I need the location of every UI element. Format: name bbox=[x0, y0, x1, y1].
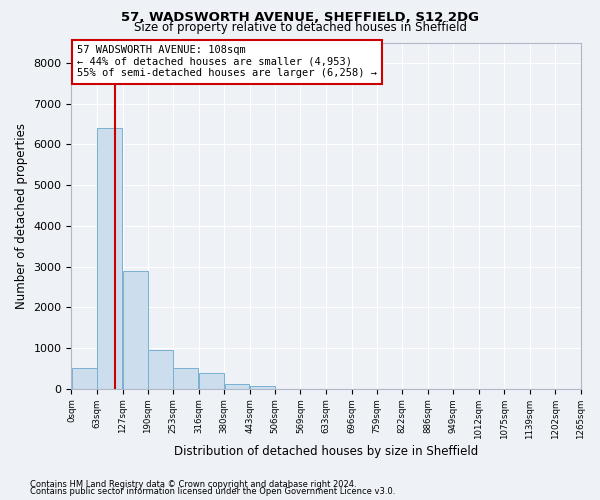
Bar bbox=[123, 270, 148, 389]
Bar bbox=[173, 368, 199, 389]
Text: 57 WADSWORTH AVENUE: 108sqm
← 44% of detached houses are smaller (4,953)
55% of : 57 WADSWORTH AVENUE: 108sqm ← 44% of det… bbox=[77, 46, 377, 78]
Text: 57, WADSWORTH AVENUE, SHEFFIELD, S12 2DG: 57, WADSWORTH AVENUE, SHEFFIELD, S12 2DG bbox=[121, 11, 479, 24]
Bar bbox=[71, 368, 97, 389]
Text: Contains HM Land Registry data © Crown copyright and database right 2024.: Contains HM Land Registry data © Crown c… bbox=[30, 480, 356, 489]
Bar bbox=[97, 128, 122, 389]
Bar bbox=[250, 386, 275, 389]
Bar bbox=[148, 350, 173, 389]
Text: Size of property relative to detached houses in Sheffield: Size of property relative to detached ho… bbox=[133, 21, 467, 34]
Y-axis label: Number of detached properties: Number of detached properties bbox=[15, 122, 28, 308]
Bar bbox=[224, 384, 250, 389]
Bar bbox=[199, 374, 224, 389]
X-axis label: Distribution of detached houses by size in Sheffield: Distribution of detached houses by size … bbox=[174, 444, 478, 458]
Text: Contains public sector information licensed under the Open Government Licence v3: Contains public sector information licen… bbox=[30, 487, 395, 496]
